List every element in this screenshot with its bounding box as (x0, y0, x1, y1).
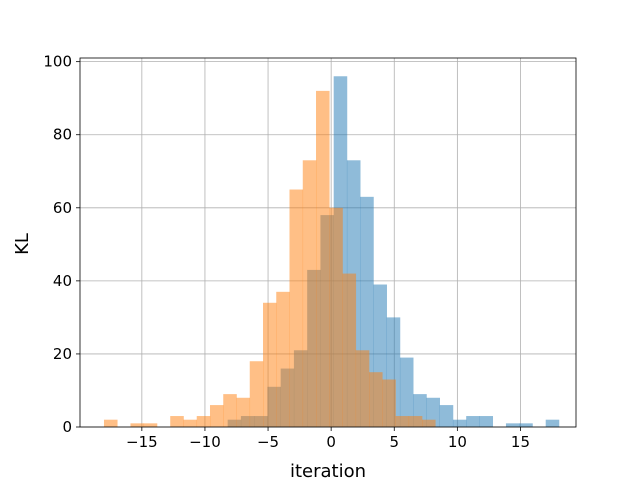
histogram-bar (519, 423, 533, 427)
x-tick-label: −15 (126, 433, 158, 451)
histogram-bar (196, 416, 211, 427)
histogram-bar (143, 423, 158, 427)
y-tick-label: 60 (53, 199, 72, 217)
histogram-bar (452, 419, 467, 427)
histogram-bar (382, 379, 396, 427)
x-axis-label: iteration (290, 461, 366, 480)
histogram-bar (505, 423, 520, 427)
histogram-bar (329, 207, 343, 427)
axis-ticks: −15 −10 −5 0 5 10 15 0 20 40 60 80 100 (43, 53, 530, 451)
y-tick-label: 0 (62, 418, 72, 436)
histogram-bar (355, 350, 370, 427)
x-tick-label: −5 (257, 433, 279, 451)
histogram-bar (545, 419, 560, 427)
x-tick-label: 15 (511, 433, 530, 451)
histogram-bar (170, 416, 184, 427)
histogram-bar (130, 423, 145, 427)
y-tick-label: 100 (43, 53, 72, 71)
histogram-bar (479, 416, 494, 427)
histogram-bar (395, 416, 410, 427)
histogram-bar (209, 405, 224, 427)
y-tick-label: 80 (53, 126, 72, 144)
histogram-series-2 (103, 90, 436, 427)
histogram-bar (408, 416, 423, 427)
x-tick-label: 10 (448, 433, 467, 451)
y-tick-label: 20 (53, 345, 72, 363)
histogram-bar (466, 416, 480, 427)
histogram-bar (422, 419, 436, 427)
y-axis-label: KL (12, 233, 33, 255)
histogram-bar (263, 302, 277, 427)
histogram-bar (276, 291, 290, 427)
plot-frame (79, 57, 577, 428)
histogram-bar (316, 90, 330, 427)
histogram-bar (302, 160, 317, 427)
histogram-bar (399, 357, 414, 427)
histogram-bar (223, 394, 237, 427)
histogram-bar (369, 372, 383, 427)
histogram-bar (289, 189, 304, 427)
x-tick-label: 5 (389, 433, 399, 451)
histogram-bar (249, 361, 264, 427)
histogram-bar (103, 419, 118, 427)
histogram-bar (236, 397, 251, 427)
histogram-bar (439, 405, 454, 427)
histogram-bar (183, 419, 198, 427)
x-tick-label: −10 (189, 433, 221, 451)
histogram-bar (342, 273, 357, 427)
y-tick-label: 40 (53, 272, 72, 290)
histogram-bars (103, 76, 560, 427)
x-tick-label: 0 (326, 433, 336, 451)
